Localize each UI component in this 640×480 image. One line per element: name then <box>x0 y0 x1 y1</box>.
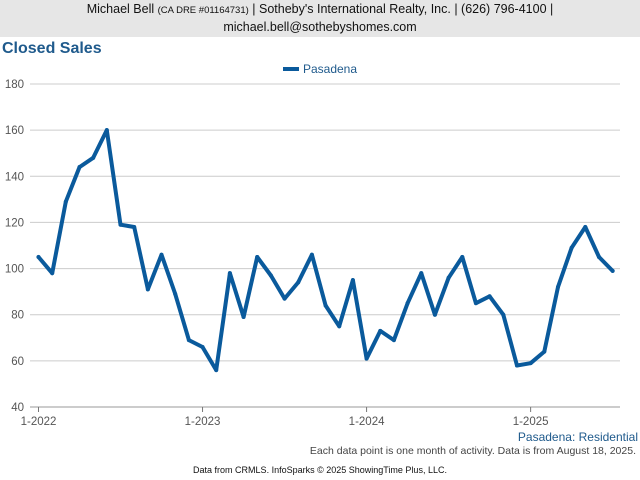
data-point <box>364 356 369 361</box>
x-tick-label: 1-2025 <box>513 416 549 428</box>
data-point <box>501 312 506 317</box>
data-point <box>132 225 137 230</box>
data-point <box>214 368 219 373</box>
data-point <box>337 324 342 329</box>
data-point <box>405 301 410 306</box>
data-point <box>528 361 533 366</box>
y-tick-label: 100 <box>5 264 24 276</box>
y-tick-label: 160 <box>5 125 24 137</box>
data-point <box>542 349 547 354</box>
data-point <box>200 345 205 350</box>
y-tick-label: 140 <box>5 171 24 183</box>
data-point <box>296 280 301 285</box>
y-tick-label: 80 <box>11 310 24 322</box>
agent-email: michael.bell@sothebyshomes.com <box>223 20 417 34</box>
data-point <box>77 165 82 170</box>
data-point <box>487 294 492 299</box>
data-point <box>391 338 396 343</box>
data-note: Each data point is one month of activity… <box>309 445 636 457</box>
series-label: Pasadena: Residential <box>517 430 638 444</box>
data-point <box>323 303 328 308</box>
data-point <box>473 301 478 306</box>
data-point <box>173 291 178 296</box>
data-point <box>419 271 424 276</box>
agent-contact-line: Michael Bell (CA DRE #01164731) | Sotheb… <box>0 1 640 19</box>
data-point <box>555 285 560 290</box>
x-tick-label: 1-2023 <box>185 416 221 428</box>
agent-company-phone: | Sotheby's International Realty, Inc. |… <box>252 2 554 16</box>
data-point <box>186 338 191 343</box>
data-point <box>460 255 465 260</box>
data-point <box>378 328 383 333</box>
x-tick-label: 1-2024 <box>349 416 385 428</box>
y-tick-label: 120 <box>5 217 24 229</box>
chart-title: Closed Sales <box>2 40 102 57</box>
data-point <box>159 252 164 257</box>
data-point <box>145 287 150 292</box>
data-point <box>583 225 588 230</box>
data-point <box>104 128 109 133</box>
x-tick-label: 1-2022 <box>21 416 57 428</box>
data-point <box>63 199 68 204</box>
data-point <box>241 315 246 320</box>
y-tick-label: 40 <box>11 402 24 414</box>
data-point <box>569 245 574 250</box>
data-point <box>91 155 96 160</box>
data-point <box>446 275 451 280</box>
data-point <box>350 278 355 283</box>
data-point <box>255 255 260 260</box>
data-point <box>50 271 55 276</box>
data-point <box>118 222 123 227</box>
data-source-footer: Data from CRMLS. InfoSparks © 2025 Showi… <box>193 465 447 475</box>
data-point <box>36 255 41 260</box>
agent-name: Michael Bell <box>86 2 155 16</box>
data-point <box>309 252 314 257</box>
data-point <box>596 255 601 260</box>
data-point <box>514 363 519 368</box>
y-tick-label: 60 <box>11 356 24 368</box>
legend-label: Pasadena <box>302 62 358 76</box>
series-line-pasadena <box>36 128 615 373</box>
agent-license: (CA DRE #01164731) <box>157 5 249 16</box>
data-point <box>610 268 615 273</box>
legend-swatch <box>282 66 299 71</box>
y-tick-label: 180 <box>5 79 24 91</box>
data-point <box>227 271 232 276</box>
data-point <box>268 273 273 278</box>
chart-legend[interactable]: Pasadena <box>0 62 640 76</box>
data-point <box>282 296 287 301</box>
data-point <box>432 312 437 317</box>
agent-header: Michael Bell (CA DRE #01164731) | Sotheb… <box>0 0 640 37</box>
